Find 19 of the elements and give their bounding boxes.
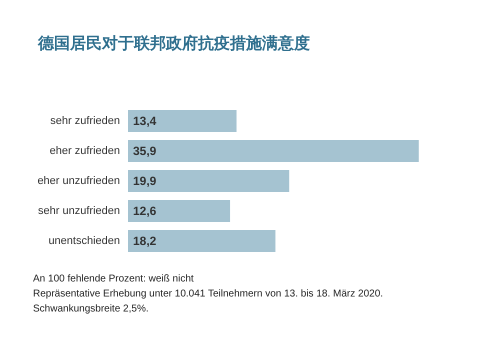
text: An 100 fehlende Prozent: weiß nicht: [33, 274, 194, 284]
data-label: 13,4: [133, 114, 157, 128]
bar: [128, 200, 230, 222]
y-tick-label: sehr zufrieden: [50, 115, 120, 127]
bar: [128, 140, 419, 162]
data-label: 18,2: [133, 234, 157, 248]
data-label: 12,6: [133, 204, 157, 218]
text: Repräsentative Erhebung unter 10.041 Teilnehmern von 13. bis 18. März 2020.: [33, 288, 384, 300]
data-label: 35,9: [133, 144, 157, 158]
y-tick-label: sehr unzufrieden: [38, 205, 120, 217]
text: Schwankungsbreite 2,5%.: [33, 304, 149, 314]
bar: [128, 230, 276, 252]
bar: [128, 170, 290, 192]
y-tick-label: eher zufrieden: [50, 145, 120, 157]
data-label: 19,9: [133, 174, 157, 188]
chart-title: 德国居民对于联邦政府抗疫措施满意度: [37, 34, 310, 52]
y-tick-label: unentschieden: [48, 235, 120, 247]
y-tick-label: eher unzufrieden: [37, 175, 120, 187]
bar: [128, 110, 237, 132]
